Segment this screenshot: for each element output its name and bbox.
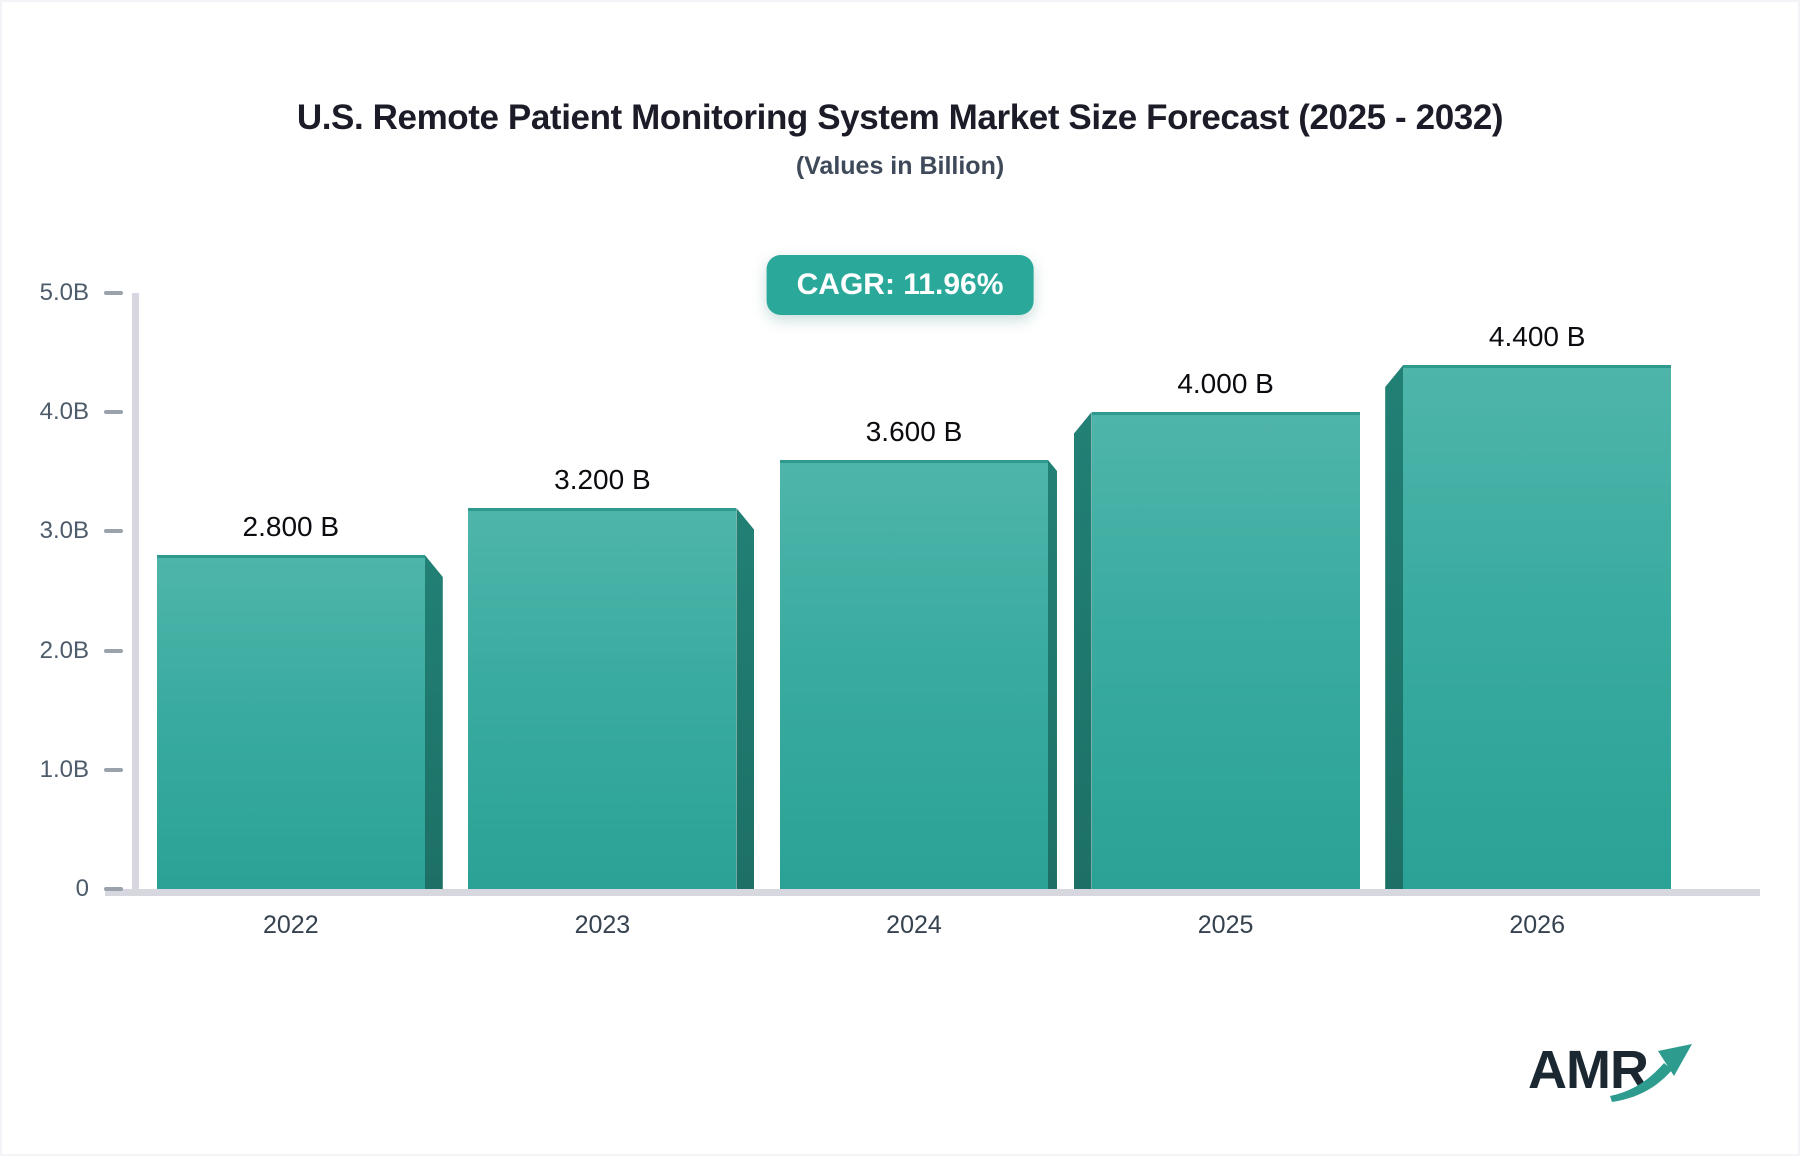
y-tick-mark [104,529,123,534]
bar-value-label: 4.400 B [1488,321,1586,352]
chart-subtitle: (Values in Billion) [795,152,1005,180]
x-axis-label-2024: 2024 [886,911,942,939]
y-tick-mark [104,410,123,415]
amr-logo: AMR [1526,1032,1716,1110]
bar-value-label: 2.800 B [242,511,340,542]
bar-group-2025: 4.000 B 2025 [1070,293,1382,939]
amr-logo-graphic: AMR [1528,1040,1692,1102]
y-tick-mark [104,648,123,653]
bar-2026 [1403,365,1672,889]
bar-2024 [779,460,1048,889]
bar-side-face [424,555,443,889]
bar-side-face [1047,460,1057,889]
y-tick-mark [104,767,123,772]
x-axis-label-2025: 2025 [1197,911,1254,939]
y-tick-label: 5.0B [39,279,89,306]
bar-2022 [156,555,425,889]
y-tick-mark [104,291,123,295]
cagr-badge: CAGR: 11.96% [766,255,1034,315]
y-tick-label: 4.0B [39,398,89,426]
bar-group-2026: 4.400 B 2026 [1381,293,1693,939]
logo-arrow-swoosh-icon [1610,1063,1672,1102]
y-tick-mark [104,887,123,891]
y-axis-line [132,293,139,893]
chart-title: U.S. Remote Patient Monitoring System Ma… [296,98,1504,137]
bar-value-label: 3.600 B [865,416,963,447]
y-tick-label: 3.0B [39,517,89,545]
bar-2023 [468,508,737,889]
logo-arrow-head-icon [1658,1044,1692,1076]
bar-value-label: 3.200 B [554,464,651,495]
bar-side-face [736,508,755,889]
logo-text: AMR [1528,1040,1648,1100]
y-tick-label: 1.0B [39,755,89,783]
bar-side-face [1073,412,1092,889]
bar-group-2022: 2.800 B 2022 [135,293,447,939]
x-axis-line [105,889,1760,896]
x-axis-label-2022: 2022 [262,911,319,939]
bar-group-2024: 3.600 B 2024 [758,293,1070,939]
bar-value-label: 4.000 B [1177,368,1274,399]
x-axis-label-2023: 2023 [574,911,631,939]
x-axis-label-2026: 2026 [1509,911,1565,939]
y-tick-label: 2.0B [39,636,89,664]
y-tick-label: 0 [75,875,89,902]
bar-group-2023: 3.200 B 2023 [447,293,759,939]
plot-area: 0 1.0B 2.0B 3.0B 4.0B 5.0B 2.800 B 2022 3.200 B… [40,279,1760,939]
bar-side-face [1385,365,1404,889]
bar-2025 [1091,412,1360,889]
